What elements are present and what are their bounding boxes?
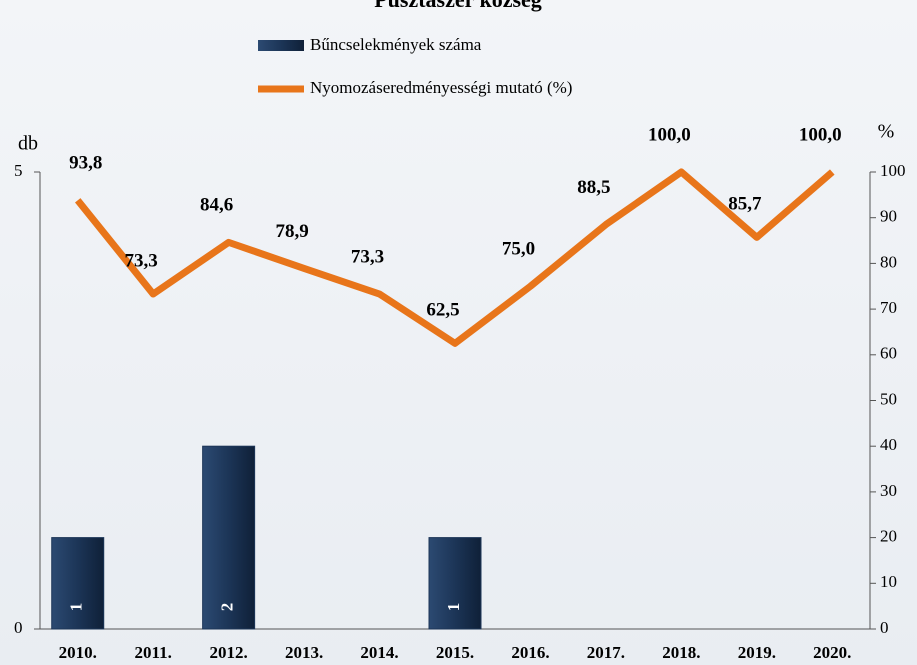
bar-value-label: 1 [444,603,463,612]
x-tick-label: 2018. [662,643,700,662]
y2-tick-label: 50 [880,389,897,408]
y2-tick-label: 60 [880,344,897,363]
x-tick-label: 2010. [59,643,97,662]
y-tick-label: 5 [14,161,23,180]
y2-axis-label: % [878,121,895,143]
line-value-label: 85,7 [728,194,762,215]
y2-tick-label: 30 [880,481,897,500]
line-value-label: 100,0 [799,124,842,145]
y2-tick-label: 40 [880,435,897,454]
bar-value-label: 1 [67,603,86,612]
x-tick-label: 2014. [360,643,398,662]
y-axis-label: db [18,133,38,155]
x-tick-label: 2013. [285,643,323,662]
y2-tick-label: 20 [880,527,897,546]
x-tick-label: 2012. [210,643,248,662]
x-tick-label: 2015. [436,643,474,662]
chart-title: Pusztaszer község [374,0,542,12]
bar [203,446,255,629]
legend-swatch [258,40,304,51]
line-value-label: 73,3 [125,250,158,271]
line-value-label: 88,5 [577,177,610,198]
line-value-label: 62,5 [426,300,459,321]
line-value-label: 100,0 [648,124,691,145]
bar [52,538,104,629]
x-tick-label: 2017. [587,643,625,662]
y2-tick-label: 100 [880,161,906,180]
line-value-label: 73,3 [351,246,384,267]
y2-tick-label: 70 [880,298,897,317]
bar-value-label: 2 [218,603,237,612]
y2-tick-label: 0 [880,618,889,637]
y2-tick-label: 10 [880,572,897,591]
y2-tick-label: 80 [880,252,897,271]
line-value-label: 75,0 [502,239,535,260]
x-tick-label: 2020. [813,643,851,662]
x-tick-label: 2019. [738,643,776,662]
bar [429,538,481,629]
y-tick-label: 0 [14,618,23,637]
y2-tick-label: 90 [880,207,897,226]
x-tick-label: 2016. [511,643,549,662]
line-value-label: 93,8 [69,153,102,174]
legend-label: Bűncselekmények száma [310,35,482,54]
x-tick-label: 2011. [135,643,172,662]
line-value-label: 78,9 [275,221,308,242]
chart: Pusztaszer község db % Bűncselekmények s… [0,0,917,665]
line-value-label: 84,6 [200,195,233,216]
legend-label: Nyomozáseredményességi mutató (%) [310,78,572,97]
